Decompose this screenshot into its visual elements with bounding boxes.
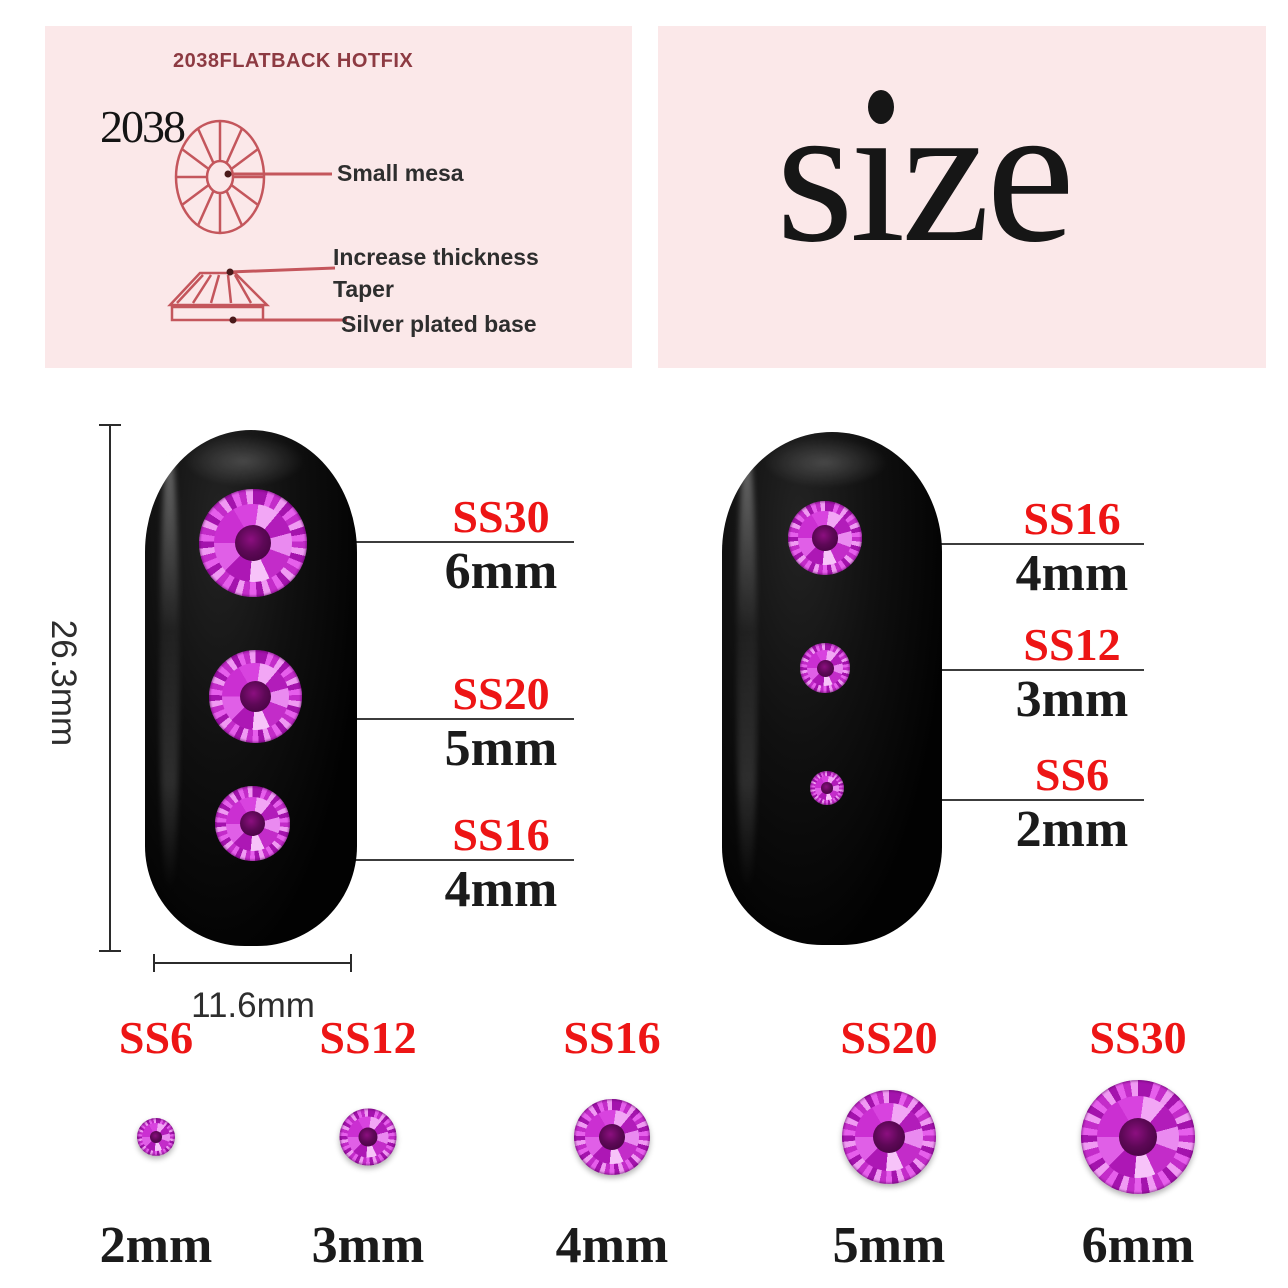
ss-code: SS20 (452, 668, 550, 719)
rhinestone-sample (574, 1099, 650, 1175)
rhinestone-sample (137, 1118, 175, 1156)
mm-value: 3mm (311, 1217, 425, 1274)
size-chart-item-ss30: SS30 6mm (1048, 1014, 1228, 1284)
size-title-dot (868, 90, 894, 124)
ss-code: SS16 (563, 1012, 661, 1063)
ss-code: SS20 (840, 1012, 938, 1063)
right-label-ss16: SS16 4mm (940, 495, 1144, 603)
leader-line (348, 718, 574, 720)
rhinestone-sample (842, 1090, 936, 1184)
ss-code: SS30 (452, 491, 550, 542)
leader-line (940, 543, 1144, 545)
spec-panel: 2038FLATBACK HOTFIX 2038 Small mesa Incr… (45, 26, 632, 368)
left-label-ss16: SS16 4mm (348, 811, 574, 919)
size-title: sıze (776, 63, 1075, 284)
rhinestone-ss16 (215, 786, 290, 861)
top-view-label: Small mesa (337, 160, 464, 186)
mm-value: 4mm (444, 861, 558, 918)
mm-value: 4mm (555, 1217, 669, 1274)
rhinestone-ss30 (199, 489, 307, 597)
rhinestone-ss20 (209, 650, 302, 743)
size-chart-item-ss20: SS20 5mm (799, 1014, 979, 1284)
size-chart-item-ss6: SS6 2mm (66, 1014, 246, 1284)
mm-value: 5mm (832, 1217, 946, 1274)
rhinestone-ss12 (800, 643, 850, 693)
ss-code: SS16 (1023, 493, 1121, 544)
width-dimension-value: 11.6mm (191, 986, 315, 1025)
mm-value: 6mm (444, 543, 558, 600)
side-view-label-thickness: Increase thickness (333, 244, 539, 270)
ss-code: SS30 (1089, 1012, 1187, 1063)
nail-left (145, 430, 357, 946)
rhinestone-diagram (167, 119, 347, 324)
size-panel: sıze (658, 26, 1266, 368)
right-label-ss12: SS12 3mm (940, 621, 1144, 729)
side-view-label-taper: Taper (333, 276, 394, 302)
leader-line (940, 669, 1144, 671)
spec-panel-title: 2038FLATBACK HOTFIX (173, 50, 414, 72)
right-label-ss6: SS6 2mm (940, 751, 1144, 859)
left-label-ss30: SS30 6mm (348, 493, 574, 601)
ss-code: SS12 (1023, 619, 1121, 670)
size-chart-item-ss12: SS12 3mm (278, 1014, 458, 1284)
rhinestone-sample (339, 1108, 397, 1166)
leader-line (348, 541, 574, 543)
size-chart-item-ss16: SS16 4mm (522, 1014, 702, 1284)
height-dimension-line (99, 424, 121, 952)
rhinestone-ss16 (788, 501, 862, 575)
rhinestone-sample (1081, 1080, 1195, 1194)
rhinestone-ss6 (810, 771, 844, 805)
nail-right (722, 432, 942, 945)
mm-value: 3mm (1015, 671, 1129, 728)
leader-line (940, 799, 1144, 801)
mm-value: 2mm (1015, 801, 1129, 858)
ss-code: SS16 (452, 809, 550, 860)
mm-value: 6mm (1081, 1217, 1195, 1274)
mm-value: 4mm (1015, 545, 1129, 602)
mm-value: 5mm (444, 720, 558, 777)
ss-code: SS6 (1034, 749, 1110, 800)
model-number: 2038 (100, 101, 186, 152)
side-view-label-base: Silver plated base (341, 311, 537, 337)
mm-value: 2mm (99, 1217, 213, 1274)
ss-code: SS12 (319, 1012, 417, 1063)
height-dimension-value: 26.3mm (44, 619, 83, 747)
ss-code: SS6 (118, 1012, 194, 1063)
leader-line (348, 859, 574, 861)
left-label-ss20: SS20 5mm (348, 670, 574, 778)
width-dimension-line (153, 954, 352, 972)
